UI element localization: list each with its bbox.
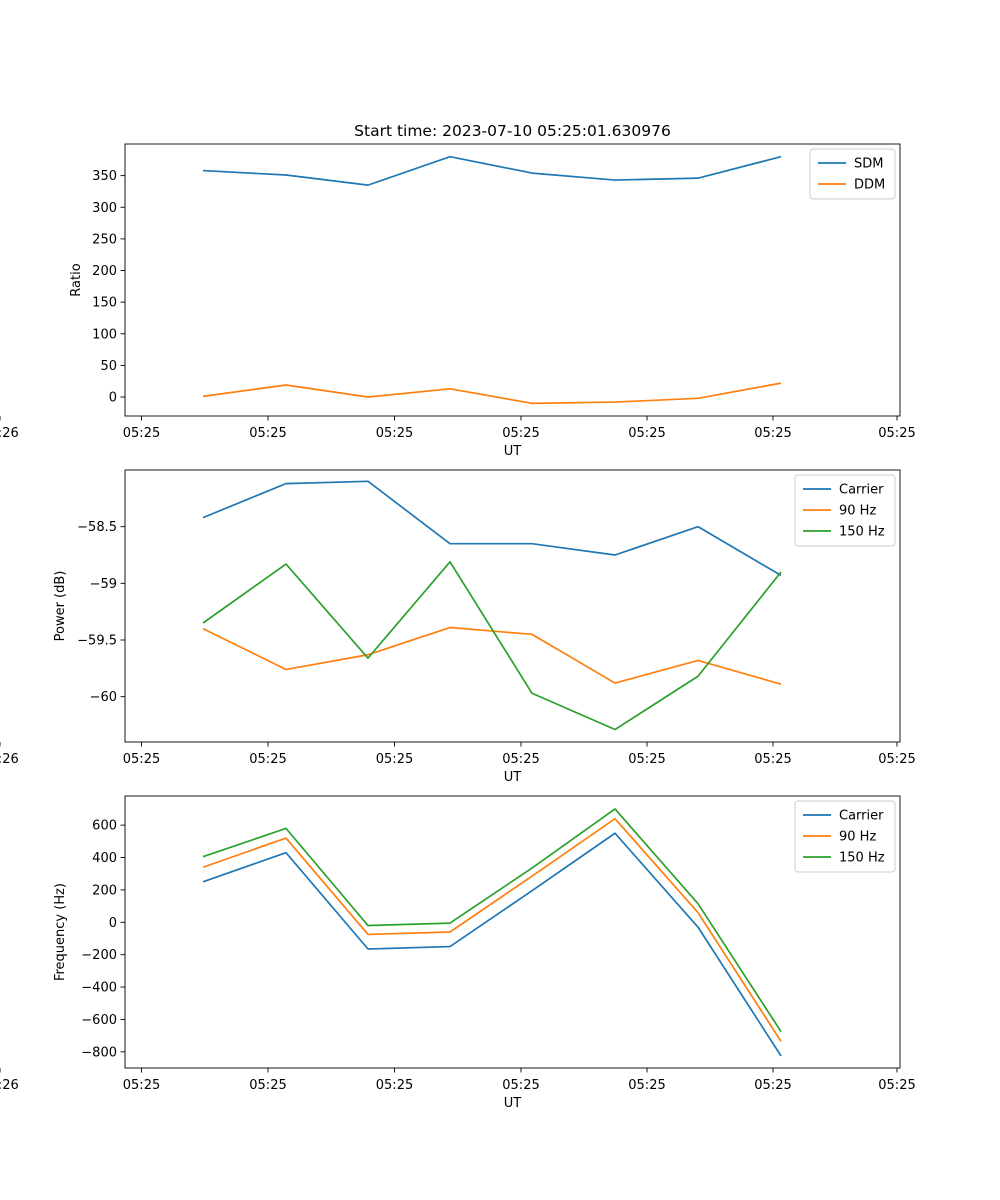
x-tick-label: 05:26 <box>0 752 19 767</box>
x-tick-label: 05:25 <box>502 426 539 441</box>
legend: Carrier 90 Hz 150 Hz <box>794 474 896 547</box>
y-tick-label: 250 <box>92 232 117 247</box>
charts: 05:25 05:25 05:25 05:25 05:25 05:25 05:25 05:26… <box>0 143 916 1111</box>
x-tick-label: 05:25 <box>249 1078 286 1093</box>
y-tick-label: 200 <box>92 883 117 898</box>
y-tick-label: 150 <box>92 296 117 311</box>
y-tick-label: −600 <box>81 1013 117 1028</box>
axes-frame <box>124 795 901 1069</box>
x-tick-label: 05:26 <box>0 426 19 441</box>
x-tick-label: 05:25 <box>249 752 286 767</box>
series-line-carrier <box>202 480 782 577</box>
x-tick-label: 05:25 <box>376 1078 413 1093</box>
series-line-sdm <box>202 155 782 186</box>
y-tick-label: −800 <box>81 1045 117 1060</box>
chart-panel-3: 05:25 05:25 05:25 05:25 05:25 05:25 05:25 05:26… <box>0 795 916 1111</box>
x-tick-label: 05:25 <box>123 1078 160 1093</box>
y-tick-label: 100 <box>92 327 117 342</box>
x-tick-label: 05:25 <box>628 426 665 441</box>
legend-box <box>794 800 896 873</box>
legend-box <box>809 148 896 200</box>
x-tick-label: 05:25 <box>376 752 413 767</box>
legend-label: DDM <box>854 178 885 193</box>
series-line-90-hz <box>202 626 782 686</box>
axes-frame <box>124 143 901 417</box>
x-tick-label: 05:25 <box>878 752 915 767</box>
legend-label: 150 Hz <box>839 851 885 866</box>
x-tick-label: 05:25 <box>628 1078 665 1093</box>
x-tick-label: 05:25 <box>754 1078 791 1093</box>
y-tick-label: −60 <box>90 690 117 705</box>
series-line-90-hz <box>202 817 782 1042</box>
x-axis-label: UT <box>504 770 522 785</box>
y-tick-label: 0 <box>109 916 117 931</box>
legend: Carrier 90 Hz 150 Hz <box>794 800 896 873</box>
legend-label: Carrier <box>839 809 884 824</box>
x-axis-label: UT <box>504 444 522 459</box>
x-tick-label: 05:25 <box>754 752 791 767</box>
series-line-ddm <box>202 382 782 405</box>
series-line-carrier <box>202 832 782 1057</box>
y-tick-label: −200 <box>81 948 117 963</box>
x-tick-label: 05:26 <box>0 1078 19 1093</box>
x-tick-label: 05:25 <box>123 426 160 441</box>
y-tick-label: 200 <box>92 264 117 279</box>
x-tick-label: 05:25 <box>628 752 665 767</box>
legend-label: 150 Hz <box>839 525 885 540</box>
legend-label: 90 Hz <box>839 504 876 519</box>
y-tick-label: −400 <box>81 981 117 996</box>
legend-label: Carrier <box>839 483 884 498</box>
x-tick-label: 05:25 <box>502 752 539 767</box>
y-axis-label: Power (dB) <box>53 571 68 642</box>
y-tick-label: −58.5 <box>77 520 117 535</box>
series-line-150-hz <box>202 560 782 731</box>
y-tick-label: −59 <box>90 577 117 592</box>
x-tick-label: 05:25 <box>502 1078 539 1093</box>
legend: SDM DDM <box>809 148 896 200</box>
legend-label: 90 Hz <box>839 830 876 845</box>
y-tick-label: 50 <box>100 359 117 374</box>
legend-label: SDM <box>854 157 883 172</box>
y-axis-label: Ratio <box>69 263 84 296</box>
x-tick-label: 05:25 <box>249 426 286 441</box>
y-tick-label: 600 <box>92 819 117 834</box>
axes-frame <box>124 469 901 743</box>
x-tick-label: 05:25 <box>878 1078 915 1093</box>
figure-title: Start time: 2023-07-10 05:25:01.630976 <box>354 122 671 140</box>
y-axis-label: Frequency (Hz) <box>53 883 68 981</box>
x-tick-label: 05:25 <box>123 752 160 767</box>
y-tick-label: 350 <box>92 169 117 184</box>
y-tick-label: −59.5 <box>77 634 117 649</box>
chart-panel-1: 05:25 05:25 05:25 05:25 05:25 05:25 05:25 05:26… <box>0 143 916 459</box>
y-tick-label: 400 <box>92 851 117 866</box>
x-tick-label: 05:25 <box>376 426 413 441</box>
y-tick-label: 300 <box>92 201 117 216</box>
y-tick-label: 0 <box>109 391 117 406</box>
series-line-150-hz <box>202 808 782 1033</box>
x-tick-label: 05:25 <box>754 426 791 441</box>
legend-box <box>794 474 896 547</box>
chart-panel-2: 05:25 05:25 05:25 05:25 05:25 05:25 05:25 05:26… <box>0 469 916 785</box>
x-tick-label: 05:25 <box>878 426 915 441</box>
x-axis-label: UT <box>504 1096 522 1111</box>
